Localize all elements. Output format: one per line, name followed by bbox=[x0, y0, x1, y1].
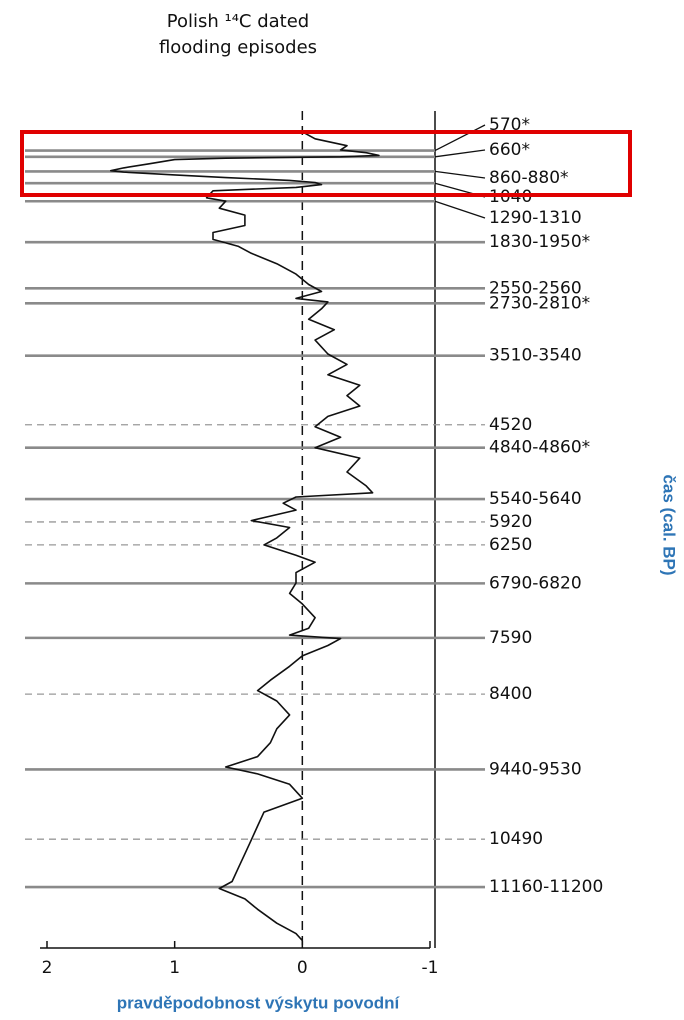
x-axis-label: pravděpodobnost výskytu povodní bbox=[117, 993, 401, 1012]
x-tick-label: -1 bbox=[422, 958, 439, 978]
highlight-box bbox=[20, 130, 632, 197]
leader-line bbox=[434, 124, 486, 152]
episode-label: 10490 bbox=[489, 829, 543, 849]
title-line: flooding episodes bbox=[159, 37, 317, 58]
x-tick-label: 2 bbox=[42, 958, 53, 978]
episode-label: 11160-11200 bbox=[489, 877, 603, 897]
episode-label: 660* bbox=[489, 140, 530, 160]
leader-line bbox=[434, 170, 486, 179]
x-tick-label: 0 bbox=[297, 958, 308, 978]
episode-label: 2730-2810* bbox=[489, 293, 590, 313]
episode-label: 5920 bbox=[489, 512, 532, 532]
leader-line bbox=[434, 149, 486, 158]
y-axis-label: čas (cal. BP) bbox=[660, 474, 679, 575]
episode-label: 1290-1310 bbox=[489, 208, 582, 228]
leader-line bbox=[434, 200, 486, 219]
title-line: Polish ¹⁴C dated bbox=[167, 11, 309, 32]
x-tick-label: 1 bbox=[169, 958, 180, 978]
episode-label: 3510-3540 bbox=[489, 346, 582, 366]
episode-label: 4520 bbox=[489, 415, 532, 435]
episode-label: 1830-1950* bbox=[489, 232, 590, 252]
episode-label: 2550-2560 bbox=[489, 278, 582, 298]
episode-label: 5540-5640 bbox=[489, 489, 582, 509]
episode-label: 6250 bbox=[489, 535, 532, 555]
episode-label: 8400 bbox=[489, 684, 532, 704]
episode-label: 860-880* bbox=[489, 168, 569, 188]
episode-label: 7590 bbox=[489, 628, 532, 648]
episode-label: 4840-4860* bbox=[489, 438, 590, 458]
episode-label: 9440-9530 bbox=[489, 759, 582, 779]
episode-label: 6790-6820 bbox=[489, 573, 582, 593]
curve bbox=[110, 131, 380, 942]
plot: 2 1 0 -1570*660*860-880*10401290-13101830-1… bbox=[25, 111, 603, 978]
